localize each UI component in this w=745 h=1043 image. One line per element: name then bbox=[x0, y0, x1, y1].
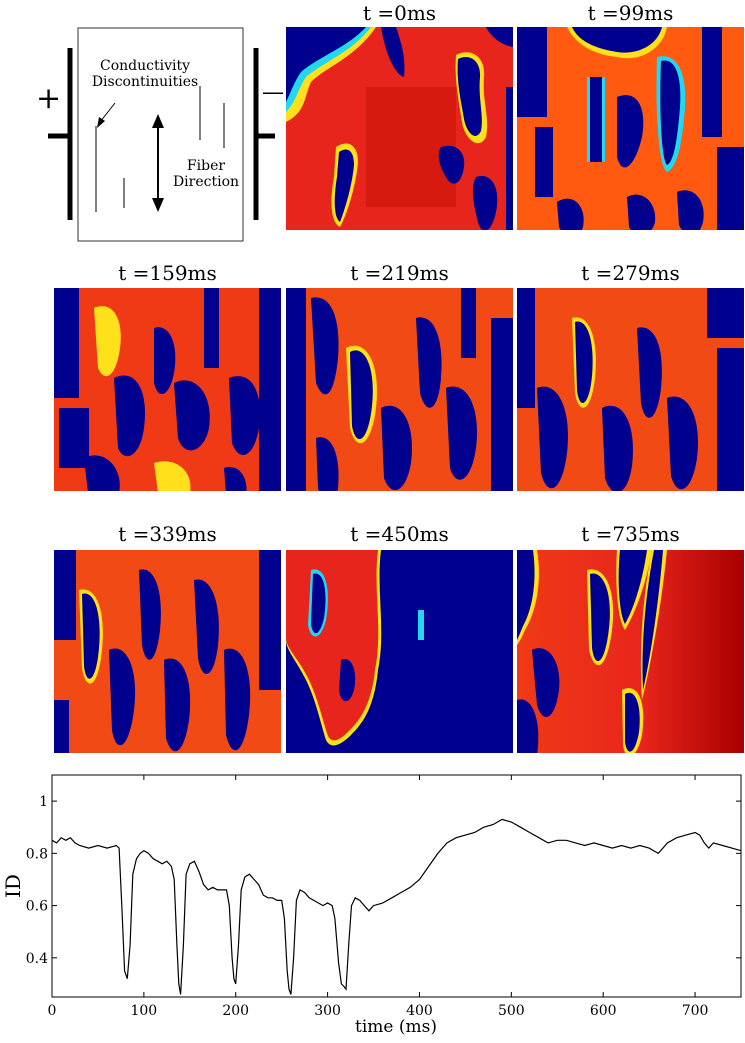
id-chart-svg: 0 100 200 300 400 500 600 700 0.4 0.6 0.8 1 time (m… bbox=[1, 774, 742, 1037]
id-chart: 0 100 200 300 400 500 600 700 0.4 0.6 0.8 1 time (m… bbox=[0, 770, 745, 1039]
fiber-arrowhead-up bbox=[152, 114, 164, 128]
y-axis-label: ID bbox=[1, 874, 25, 898]
pointer-arrowhead bbox=[97, 117, 105, 128]
pointer-arrow bbox=[99, 102, 116, 123]
x-tick-label: 200 bbox=[222, 1003, 249, 1019]
panel-title: t =219ms bbox=[350, 261, 449, 285]
conductivity-label-line2: Discontinuities bbox=[91, 74, 199, 90]
y-tick-label: 1 bbox=[39, 794, 48, 810]
snapshot-panel bbox=[517, 550, 744, 753]
y-tick-label: 0.4 bbox=[26, 951, 48, 967]
conductivity-label-line1: Conductivity bbox=[99, 58, 190, 74]
snapshot-panel bbox=[54, 288, 281, 491]
x-tick-label: 300 bbox=[314, 1003, 341, 1019]
conductivity-label: Conductivity Discontinuities bbox=[85, 58, 205, 90]
plus-sign: + bbox=[36, 81, 62, 116]
snapshot-panel bbox=[517, 27, 744, 230]
x-tick-label: 700 bbox=[682, 1003, 709, 1019]
schematic: Conductivity Discontinuities Fiber Direc… bbox=[0, 0, 290, 250]
x-tick-label: 500 bbox=[498, 1003, 525, 1019]
snapshot-panel bbox=[286, 27, 513, 230]
x-tick-label: 100 bbox=[130, 1003, 157, 1019]
y-tick-label: 0.8 bbox=[26, 846, 48, 862]
x-axis-label: time (ms) bbox=[355, 1017, 437, 1037]
panel-title: t =0ms bbox=[362, 1, 437, 25]
panel-title: t =279ms bbox=[581, 261, 680, 285]
fiber-direction-label: Fiber Direction bbox=[166, 158, 246, 190]
snapshot-panel bbox=[54, 550, 281, 753]
fiber-label-line2: Direction bbox=[172, 174, 240, 190]
panel-title: t =99ms bbox=[587, 1, 674, 25]
panel-title: t =339ms bbox=[118, 522, 217, 546]
x-tick-label: 600 bbox=[590, 1003, 617, 1019]
minus-sign: — bbox=[262, 80, 284, 105]
x-tick-label: 0 bbox=[48, 1003, 57, 1019]
snapshot-panel bbox=[286, 550, 513, 753]
panel-title: t =159ms bbox=[118, 261, 217, 285]
fiber-label-line1: Fiber bbox=[186, 158, 226, 174]
snapshot-panel bbox=[286, 288, 513, 491]
y-tick-label: 0.6 bbox=[26, 899, 48, 915]
x-tick-label: 400 bbox=[406, 1003, 433, 1019]
id-series-line bbox=[51, 818, 742, 995]
plot-frame bbox=[51, 774, 742, 998]
panel-title: t =735ms bbox=[581, 522, 680, 546]
schematic-drawing bbox=[48, 27, 275, 242]
panel-title: t =450ms bbox=[350, 522, 449, 546]
snapshot-panel bbox=[517, 288, 744, 491]
fiber-arrowhead-down bbox=[152, 198, 164, 212]
